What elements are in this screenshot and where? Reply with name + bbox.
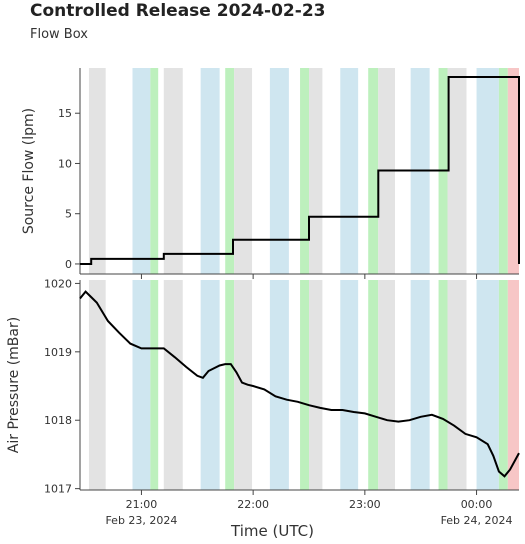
shaded-band <box>340 68 359 274</box>
y-axis-label: Source Flow (lpm) <box>21 108 37 234</box>
y-tick-label: 1017 <box>44 483 72 496</box>
shaded-band <box>507 280 519 490</box>
x-tick-date-label: Feb 24, 2024 <box>441 514 513 527</box>
shaded-band <box>438 280 448 490</box>
x-tick-date-label: Feb 23, 2024 <box>105 514 177 527</box>
shaded-band <box>163 68 183 274</box>
shaded-band <box>447 280 467 490</box>
shaded-band <box>269 68 289 274</box>
y-tick-label: 1020 <box>44 277 72 290</box>
y-tick-label: 5 <box>65 208 72 221</box>
y-tick-label: 0 <box>65 258 72 271</box>
shaded-band <box>498 280 508 490</box>
shaded-band <box>308 280 323 490</box>
shaded-band <box>368 68 379 274</box>
shaded-band <box>234 68 253 274</box>
x-tick-label: 00:00 <box>461 498 493 511</box>
shaded-band <box>132 68 151 274</box>
chart-title: Controlled Release 2024-02-23 <box>30 1 326 21</box>
shaded-band <box>234 280 253 490</box>
shaded-band <box>340 280 359 490</box>
shaded-band <box>200 280 220 490</box>
shaded-band <box>476 280 499 490</box>
shaded-band <box>150 280 159 490</box>
y-tick-label: 1018 <box>44 414 72 427</box>
pressure-panel-series-line <box>79 290 520 478</box>
shaded-band <box>476 68 499 274</box>
x-tick-label: 22:00 <box>237 498 269 511</box>
shaded-band <box>225 68 235 274</box>
shaded-band <box>132 280 151 490</box>
shaded-band <box>163 280 183 490</box>
shaded-band <box>88 280 106 490</box>
flow-panel-series-line <box>80 76 520 265</box>
shaded-band <box>300 280 309 490</box>
shaded-band <box>498 68 508 274</box>
x-tick-label: 21:00 <box>126 498 158 511</box>
shaded-band <box>410 280 430 490</box>
y-tick-label: 1019 <box>44 346 72 359</box>
y-axis-label: Air Pressure (mBar) <box>6 317 22 453</box>
shaded-band <box>300 68 309 274</box>
shaded-band <box>368 280 379 490</box>
shaded-band <box>269 280 289 490</box>
shaded-band <box>150 68 159 274</box>
shaded-band <box>378 280 396 490</box>
y-tick-label: 10 <box>58 157 72 170</box>
shaded-band <box>507 68 519 274</box>
shaded-band <box>447 68 467 274</box>
y-tick-label: 15 <box>58 107 72 120</box>
x-axis-label: Time (UTC) <box>230 522 314 540</box>
shaded-band <box>88 68 106 274</box>
shaded-band <box>200 68 220 274</box>
x-tick-label: 23:00 <box>349 498 381 511</box>
shaded-band <box>225 280 235 490</box>
chart-subtitle: Flow Box <box>30 27 88 42</box>
shaded-band <box>308 68 323 274</box>
